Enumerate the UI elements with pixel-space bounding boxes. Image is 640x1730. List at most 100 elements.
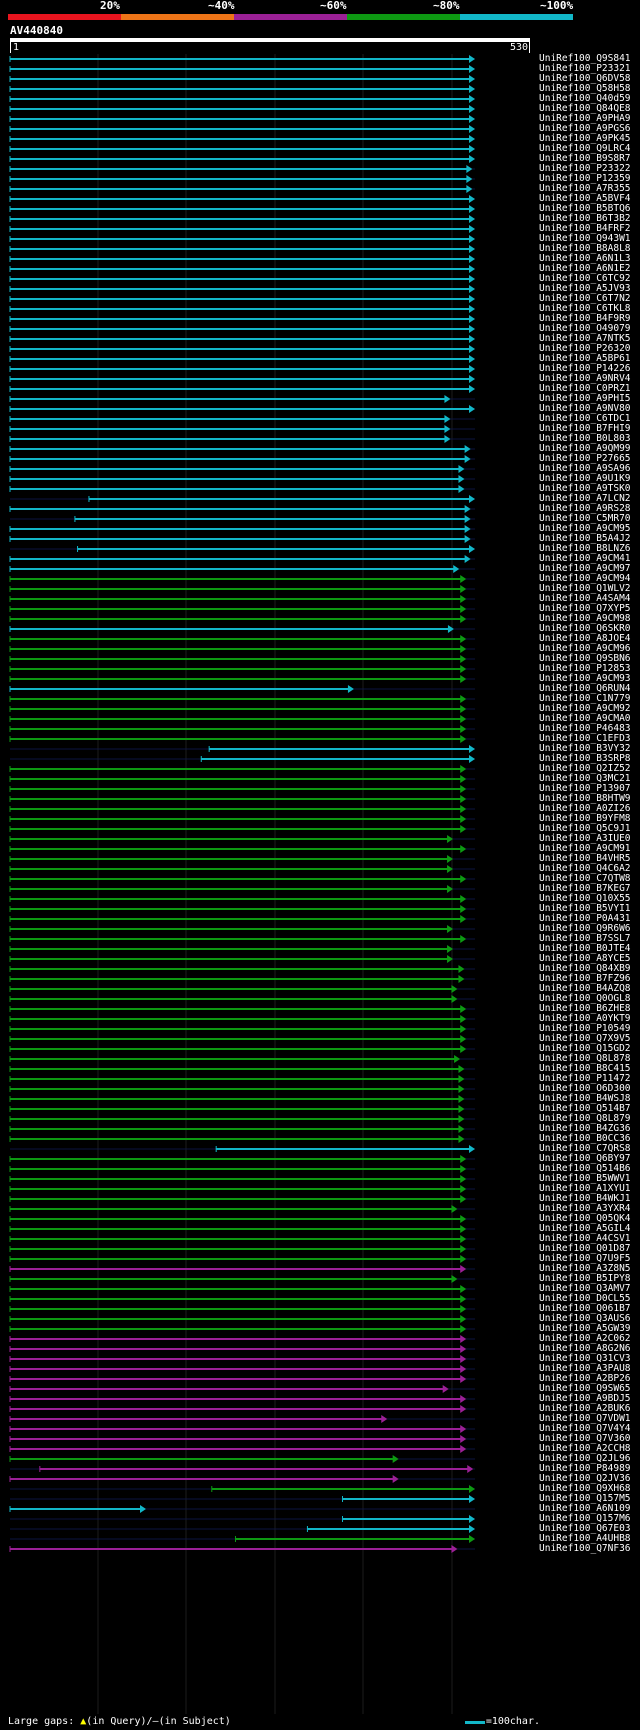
hit-label-link[interactable]: UniRef100_C6T7N2 xyxy=(539,293,631,304)
hit-label-link[interactable]: UniRef100_A5BVF4 xyxy=(539,193,631,204)
hit-label-link[interactable]: UniRef100_A9CM93 xyxy=(539,673,631,684)
hit-label-link[interactable]: UniRef100_A9NRV4 xyxy=(539,373,631,384)
hit-label-link[interactable]: UniRef100_P11472 xyxy=(539,1073,631,1084)
hit-label-link[interactable]: UniRef100_Q2JL96 xyxy=(539,1453,631,1464)
hit-label-link[interactable]: UniRef100_Q7NF36 xyxy=(539,1543,631,1554)
hit-label-link[interactable]: UniRef100_Q9SW65 xyxy=(539,1383,631,1394)
hit-label-link[interactable]: UniRef100_Q5C9J1 xyxy=(539,823,631,834)
hit-label-link[interactable]: UniRef100_P46483 xyxy=(539,723,631,734)
hit-label-link[interactable]: UniRef100_B4F9R9 xyxy=(539,313,631,324)
hit-label-link[interactable]: UniRef100_A3Z8N5 xyxy=(539,1263,631,1274)
hit-label-link[interactable]: UniRef100_P27665 xyxy=(539,453,631,464)
hit-label-link[interactable]: UniRef100_Q7U9F5 xyxy=(539,1253,631,1264)
hit-label-link[interactable]: UniRef100_Q6DV58 xyxy=(539,73,631,84)
hit-label-link[interactable]: UniRef100_Q3AUS6 xyxy=(539,1313,631,1324)
hit-label-link[interactable]: UniRef100_A9CM95 xyxy=(539,523,631,534)
hit-label-link[interactable]: UniRef100_C7QTW8 xyxy=(539,873,631,884)
hit-label-link[interactable]: UniRef100_B4AZQ8 xyxy=(539,983,631,994)
hit-label-link[interactable]: UniRef100_Q9R6W6 xyxy=(539,923,631,934)
hit-label-link[interactable]: UniRef100_A9QM99 xyxy=(539,443,631,454)
hit-label-link[interactable]: UniRef100_Q6SKR0 xyxy=(539,623,631,634)
hit-label-link[interactable]: UniRef100_Q67E03 xyxy=(539,1523,631,1534)
hit-label-link[interactable]: UniRef100_A9PGS6 xyxy=(539,123,631,134)
hit-label-link[interactable]: UniRef100_Q514B6 xyxy=(539,1163,631,1174)
hit-label-link[interactable]: UniRef100_A4UHB8 xyxy=(539,1533,631,1544)
hit-label-link[interactable]: UniRef100_B8LNZ6 xyxy=(539,543,631,554)
hit-label-link[interactable]: UniRef100_P23322 xyxy=(539,163,631,174)
hit-label-link[interactable]: UniRef100_B0JTE4 xyxy=(539,943,631,954)
hit-label-link[interactable]: UniRef100_B5A4J2 xyxy=(539,533,631,544)
hit-label-link[interactable]: UniRef100_B3SRP8 xyxy=(539,753,631,764)
hit-label-link[interactable]: UniRef100_P12853 xyxy=(539,663,631,674)
hit-label-link[interactable]: UniRef100_Q84XB9 xyxy=(539,963,631,974)
hit-label-link[interactable]: UniRef100_B9S8R7 xyxy=(539,153,631,164)
hit-label-link[interactable]: UniRef100_A2CCH8 xyxy=(539,1443,631,1454)
hit-label-link[interactable]: UniRef100_A9CM97 xyxy=(539,563,631,574)
hit-label-link[interactable]: UniRef100_Q2JV36 xyxy=(539,1473,631,1484)
hit-label-link[interactable]: UniRef100_B7FZ96 xyxy=(539,973,631,984)
hit-label-link[interactable]: UniRef100_C6TDC1 xyxy=(539,413,631,424)
hit-label-link[interactable]: UniRef100_Q01D87 xyxy=(539,1243,631,1254)
hit-label-link[interactable]: UniRef100_Q58H58 xyxy=(539,83,631,94)
hit-label-link[interactable]: UniRef100_A3IUE0 xyxy=(539,833,631,844)
hit-label-link[interactable]: UniRef100_A2BUK6 xyxy=(539,1403,631,1414)
hit-label-link[interactable]: UniRef100_B7FHI9 xyxy=(539,423,631,434)
hit-label-link[interactable]: UniRef100_P23321 xyxy=(539,63,631,74)
hit-label-link[interactable]: UniRef100_C6TC92 xyxy=(539,273,631,284)
hit-label-link[interactable]: UniRef100_P26320 xyxy=(539,343,631,354)
hit-label-link[interactable]: UniRef100_A9CM91 xyxy=(539,843,631,854)
hit-label-link[interactable]: UniRef100_B4ZG36 xyxy=(539,1123,631,1134)
hit-label-link[interactable]: UniRef100_Q3AMV7 xyxy=(539,1283,631,1294)
hit-label-link[interactable]: UniRef100_C1N779 xyxy=(539,693,631,704)
hit-label-link[interactable]: UniRef100_P13907 xyxy=(539,783,631,794)
hit-label-link[interactable]: UniRef100_O6D300 xyxy=(539,1083,631,1094)
hit-label-link[interactable]: UniRef100_Q10X55 xyxy=(539,893,631,904)
hit-label-link[interactable]: UniRef100_B8A8L8 xyxy=(539,243,631,254)
hit-label-link[interactable]: UniRef100_A9PK45 xyxy=(539,133,631,144)
hit-label-link[interactable]: UniRef100_Q6BY97 xyxy=(539,1153,631,1164)
hit-label-link[interactable]: UniRef100_Q2IZ52 xyxy=(539,763,631,774)
hit-label-link[interactable]: UniRef100_Q7VDW1 xyxy=(539,1413,631,1424)
hit-label-link[interactable]: UniRef100_A7R355 xyxy=(539,183,631,194)
hit-label-link[interactable]: UniRef100_B8HTW9 xyxy=(539,793,631,804)
hit-label-link[interactable]: UniRef100_Q9SBN6 xyxy=(539,653,631,664)
hit-label-link[interactable]: UniRef100_Q31CV3 xyxy=(539,1353,631,1364)
hit-label-link[interactable]: UniRef100_Q4C6A2 xyxy=(539,863,631,874)
hit-label-link[interactable]: UniRef100_A9TSK0 xyxy=(539,483,631,494)
hit-label-link[interactable]: UniRef100_B4VHR5 xyxy=(539,853,631,864)
hit-label-link[interactable]: UniRef100_A9CM92 xyxy=(539,703,631,714)
hit-label-link[interactable]: UniRef100_C1EFD3 xyxy=(539,733,631,744)
hit-label-link[interactable]: UniRef100_A8G2N6 xyxy=(539,1343,631,1354)
hit-label-link[interactable]: UniRef100_D0CL55 xyxy=(539,1293,631,1304)
hit-label-link[interactable]: UniRef100_B0CC36 xyxy=(539,1133,631,1144)
hit-label-link[interactable]: UniRef100_Q7XYP5 xyxy=(539,603,631,614)
hit-label-link[interactable]: UniRef100_Q157M6 xyxy=(539,1513,631,1524)
hit-label-link[interactable]: UniRef100_Q9LRC4 xyxy=(539,143,631,154)
hit-label-link[interactable]: UniRef100_A2C062 xyxy=(539,1333,631,1344)
hit-label-link[interactable]: UniRef100_Q7V4Y4 xyxy=(539,1423,631,1434)
hit-label-link[interactable]: UniRef100_Q9S841 xyxy=(539,53,631,64)
hit-label-link[interactable]: UniRef100_B7KEG7 xyxy=(539,883,631,894)
hit-label-link[interactable]: UniRef100_Q7X9V5 xyxy=(539,1033,631,1044)
hit-label-link[interactable]: UniRef100_B9YFM8 xyxy=(539,813,631,824)
hit-label-link[interactable]: UniRef100_A9CM41 xyxy=(539,553,631,564)
hit-label-link[interactable]: UniRef100_A1XYU1 xyxy=(539,1183,631,1194)
hit-label-link[interactable]: UniRef100_Q3MC21 xyxy=(539,773,631,784)
hit-label-link[interactable]: UniRef100_A9CM98 xyxy=(539,613,631,624)
hit-label-link[interactable]: UniRef100_A9SA96 xyxy=(539,463,631,474)
hit-label-link[interactable]: UniRef100_A6N1E2 xyxy=(539,263,631,274)
hit-label-link[interactable]: UniRef100_B5IPY8 xyxy=(539,1273,631,1284)
hit-label-link[interactable]: UniRef100_A9CM96 xyxy=(539,643,631,654)
hit-label-link[interactable]: UniRef100_A5JV93 xyxy=(539,283,631,294)
hit-label-link[interactable]: UniRef100_Q943W1 xyxy=(539,233,631,244)
hit-label-link[interactable]: UniRef100_Q8L879 xyxy=(539,1113,631,1124)
hit-label-link[interactable]: UniRef100_A6N1L3 xyxy=(539,253,631,264)
hit-label-link[interactable]: UniRef100_B4WSJ8 xyxy=(539,1093,631,1104)
hit-label-link[interactable]: UniRef100_B5BTQ6 xyxy=(539,203,631,214)
hit-label-link[interactable]: UniRef100_A9RS28 xyxy=(539,503,631,514)
hit-label-link[interactable]: UniRef100_B6T3B2 xyxy=(539,213,631,224)
hit-label-link[interactable]: UniRef100_P84989 xyxy=(539,1463,631,1474)
hit-label-link[interactable]: UniRef100_A6N109 xyxy=(539,1503,631,1514)
hit-label-link[interactable]: UniRef100_A4SAM4 xyxy=(539,593,631,604)
hit-label-link[interactable]: UniRef100_A9U1K9 xyxy=(539,473,631,484)
